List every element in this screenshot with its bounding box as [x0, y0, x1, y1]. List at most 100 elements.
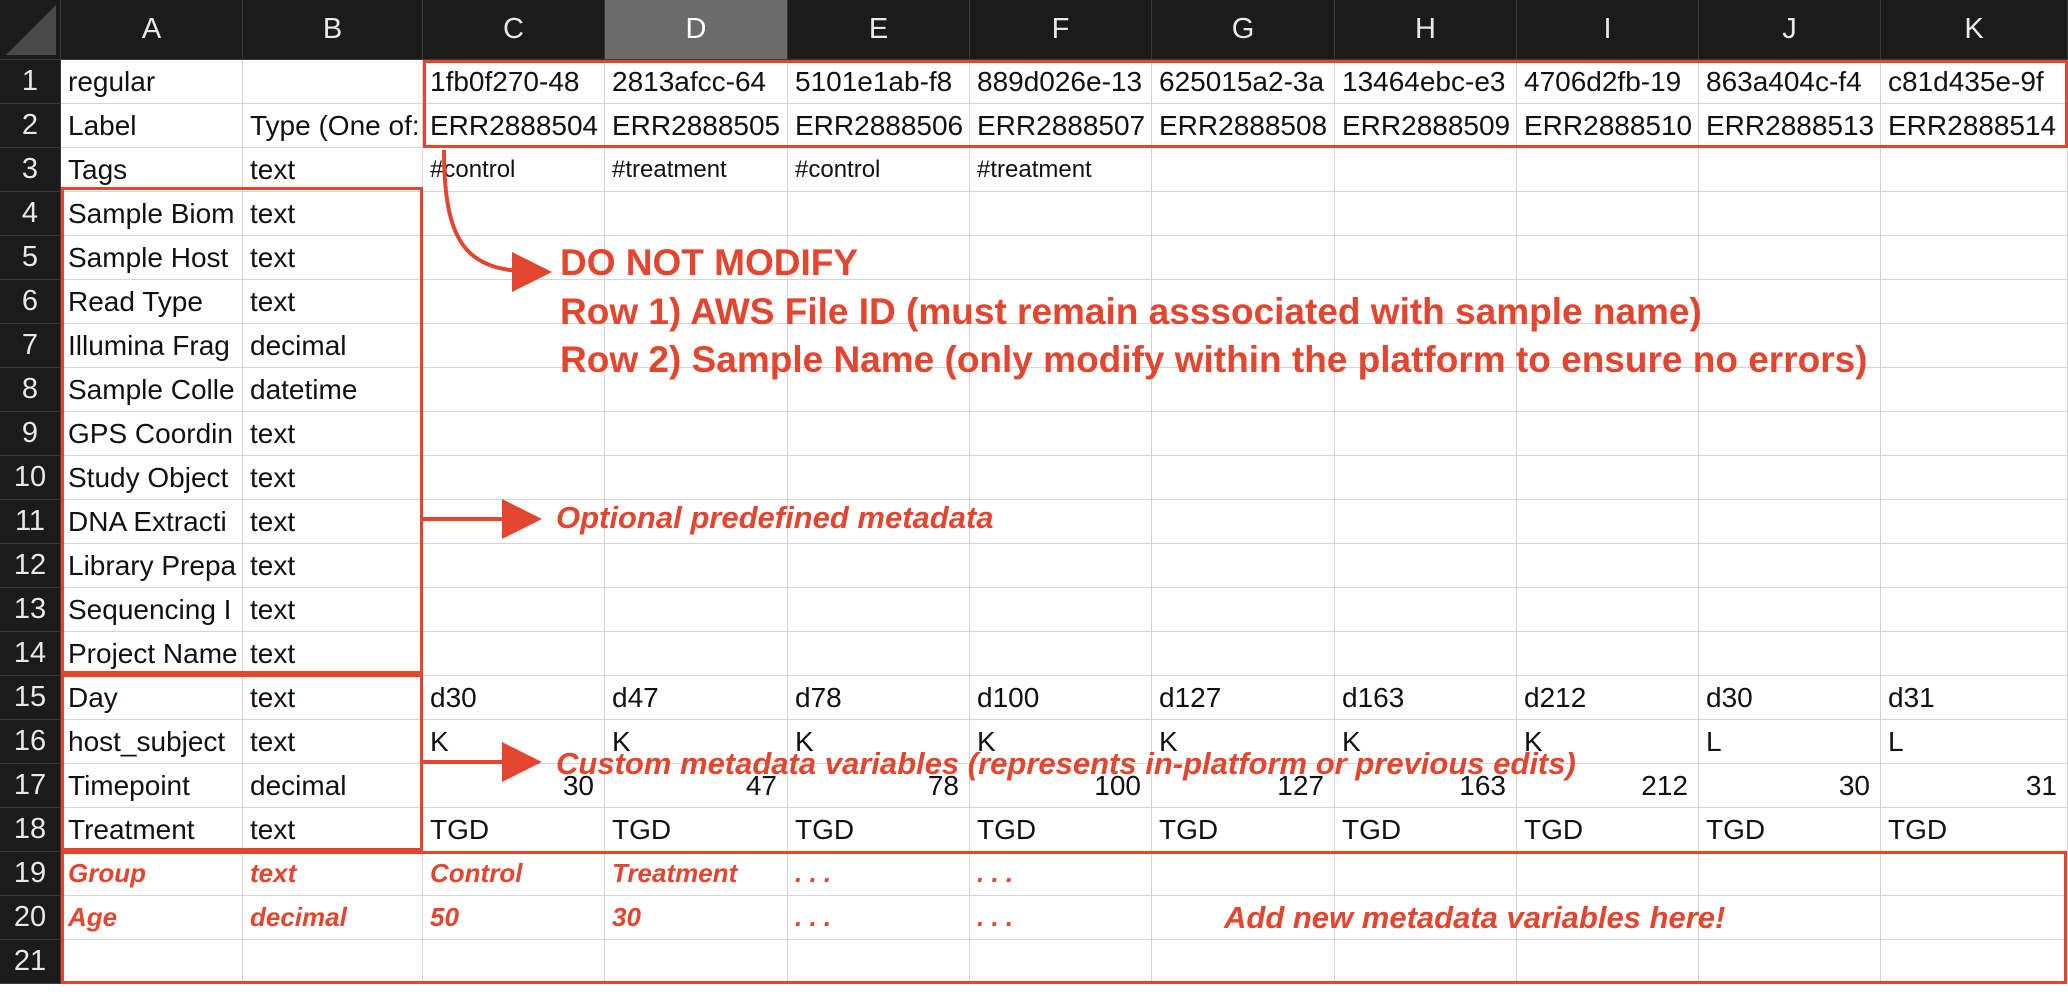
cell-h20[interactable]	[1335, 896, 1517, 940]
cell-g1[interactable]: 625015a2-3a	[1152, 60, 1335, 104]
cell-c1[interactable]: 1fb0f270-48	[423, 60, 605, 104]
cell-j4[interactable]	[1699, 192, 1881, 236]
cell-k10[interactable]	[1881, 456, 2068, 500]
cell-h9[interactable]	[1335, 412, 1517, 456]
cell-j11[interactable]	[1699, 500, 1881, 544]
cell-f18[interactable]: TGD	[970, 808, 1152, 852]
cell-b9[interactable]: text	[243, 412, 423, 456]
cell-c21[interactable]	[423, 940, 605, 984]
cell-c13[interactable]	[423, 588, 605, 632]
cell-g15[interactable]: d127	[1152, 676, 1335, 720]
cell-k19[interactable]	[1881, 852, 2068, 896]
cell-c8[interactable]	[423, 368, 605, 412]
cell-d3[interactable]: #treatment	[605, 148, 788, 192]
cell-g10[interactable]	[1152, 456, 1335, 500]
cell-e8[interactable]	[788, 368, 970, 412]
cell-k5[interactable]	[1881, 236, 2068, 280]
cell-a15[interactable]: Day	[61, 676, 243, 720]
cell-k13[interactable]	[1881, 588, 2068, 632]
cell-a16[interactable]: host_subject	[61, 720, 243, 764]
row-header-1[interactable]: 1	[0, 60, 61, 104]
cell-e4[interactable]	[788, 192, 970, 236]
cell-b15[interactable]: text	[243, 676, 423, 720]
cell-f11[interactable]	[970, 500, 1152, 544]
column-header-j[interactable]: J	[1699, 0, 1881, 60]
cell-j5[interactable]	[1699, 236, 1881, 280]
cell-k8[interactable]	[1881, 368, 2068, 412]
cell-j18[interactable]: TGD	[1699, 808, 1881, 852]
cell-f21[interactable]	[970, 940, 1152, 984]
cell-j12[interactable]	[1699, 544, 1881, 588]
cell-a14[interactable]: Project Name	[61, 632, 243, 676]
cell-k18[interactable]: TGD	[1881, 808, 2068, 852]
column-header-k[interactable]: K	[1881, 0, 2068, 60]
row-header-13[interactable]: 13	[0, 588, 61, 632]
cell-i13[interactable]	[1517, 588, 1699, 632]
row-header-5[interactable]: 5	[0, 236, 61, 280]
cell-e6[interactable]	[788, 280, 970, 324]
cell-b18[interactable]: text	[243, 808, 423, 852]
cell-k7[interactable]	[1881, 324, 2068, 368]
cell-f5[interactable]	[970, 236, 1152, 280]
column-header-a[interactable]: A	[61, 0, 243, 60]
row-header-2[interactable]: 2	[0, 104, 61, 148]
cell-g21[interactable]	[1152, 940, 1335, 984]
cell-d11[interactable]	[605, 500, 788, 544]
cell-d15[interactable]: d47	[605, 676, 788, 720]
row-header-16[interactable]: 16	[0, 720, 61, 764]
cell-h4[interactable]	[1335, 192, 1517, 236]
column-header-d[interactable]: D	[605, 0, 788, 60]
cell-b11[interactable]: text	[243, 500, 423, 544]
cell-f4[interactable]	[970, 192, 1152, 236]
cell-k4[interactable]	[1881, 192, 2068, 236]
cell-b16[interactable]: text	[243, 720, 423, 764]
cell-g4[interactable]	[1152, 192, 1335, 236]
cell-h18[interactable]: TGD	[1335, 808, 1517, 852]
cell-b21[interactable]	[243, 940, 423, 984]
cell-h15[interactable]: d163	[1335, 676, 1517, 720]
cell-a6[interactable]: Read Type	[61, 280, 243, 324]
cell-a7[interactable]: Illumina Frag	[61, 324, 243, 368]
cell-f13[interactable]	[970, 588, 1152, 632]
cell-d19[interactable]: Treatment	[605, 852, 788, 896]
cell-a4[interactable]: Sample Biom	[61, 192, 243, 236]
cell-d12[interactable]	[605, 544, 788, 588]
cell-i19[interactable]	[1517, 852, 1699, 896]
cell-c17[interactable]: 30	[423, 764, 605, 808]
column-header-e[interactable]: E	[788, 0, 970, 60]
cell-i5[interactable]	[1517, 236, 1699, 280]
cell-g11[interactable]	[1152, 500, 1335, 544]
row-header-14[interactable]: 14	[0, 632, 61, 676]
cell-b19[interactable]: text	[243, 852, 423, 896]
cell-a12[interactable]: Library Prepa	[61, 544, 243, 588]
cell-j19[interactable]	[1699, 852, 1881, 896]
cell-c10[interactable]	[423, 456, 605, 500]
cell-b1[interactable]	[243, 60, 423, 104]
cell-i1[interactable]: 4706d2fb-19	[1517, 60, 1699, 104]
cell-f15[interactable]: d100	[970, 676, 1152, 720]
cell-h12[interactable]	[1335, 544, 1517, 588]
cell-h11[interactable]	[1335, 500, 1517, 544]
cell-i15[interactable]: d212	[1517, 676, 1699, 720]
row-header-15[interactable]: 15	[0, 676, 61, 720]
cell-e9[interactable]	[788, 412, 970, 456]
cell-c7[interactable]	[423, 324, 605, 368]
cell-b3[interactable]: text	[243, 148, 423, 192]
cell-i11[interactable]	[1517, 500, 1699, 544]
row-header-10[interactable]: 10	[0, 456, 61, 500]
cell-c18[interactable]: TGD	[423, 808, 605, 852]
cell-h13[interactable]	[1335, 588, 1517, 632]
cell-c12[interactable]	[423, 544, 605, 588]
row-header-18[interactable]: 18	[0, 808, 61, 852]
cell-c19[interactable]: Control	[423, 852, 605, 896]
cell-f20[interactable]: . . .	[970, 896, 1152, 940]
cell-g14[interactable]	[1152, 632, 1335, 676]
cell-g5[interactable]	[1152, 236, 1335, 280]
cell-c4[interactable]	[423, 192, 605, 236]
cell-i20[interactable]	[1517, 896, 1699, 940]
cell-a8[interactable]: Sample Colle	[61, 368, 243, 412]
cell-b6[interactable]: text	[243, 280, 423, 324]
cell-b14[interactable]: text	[243, 632, 423, 676]
cell-d5[interactable]	[605, 236, 788, 280]
cell-e2[interactable]: ERR2888506	[788, 104, 970, 148]
